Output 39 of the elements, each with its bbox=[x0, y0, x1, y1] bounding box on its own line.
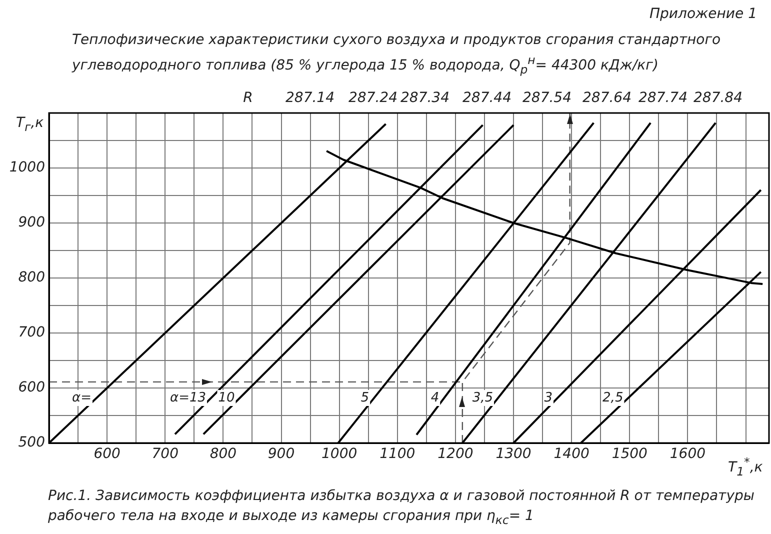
chart-title: Теплофизические характеристики сухого воздуха и продуктов сгорания стандартного углеводородного топлива (85 % углерода 15 % водорода, Q$_{р}$$^{н}$= 44300 кДж/кг) bbox=[72, 31, 722, 78]
text: R bbox=[243, 89, 253, 108]
y-axis-title: T$_{г}$,к bbox=[16, 114, 44, 136]
x-tick-label: 800 bbox=[210, 446, 237, 462]
y-tick-label: 800 bbox=[18, 270, 46, 286]
x-tick-label: 1000 bbox=[322, 446, 358, 462]
x-axis-title: T$_{1}$$^{*}$,к bbox=[728, 454, 763, 480]
text: 287.24 bbox=[348, 89, 398, 108]
series-label: 3,5 bbox=[472, 390, 494, 406]
text: 287.14 bbox=[286, 89, 334, 108]
text: 287.84 bbox=[694, 89, 742, 108]
text: Приложение 1 bbox=[650, 5, 757, 24]
series-label: 2,5 bbox=[602, 390, 624, 406]
series-label: α=13 bbox=[170, 390, 206, 406]
text: 287.74 bbox=[638, 89, 688, 108]
x-tick-label: 1200 bbox=[438, 446, 474, 462]
x-tick-label: 1500 bbox=[612, 446, 648, 462]
y-tick-label: 700 bbox=[18, 324, 46, 341]
text: 287.44 bbox=[462, 89, 512, 108]
y-tick-label: 1000 bbox=[9, 160, 46, 176]
text: 287.54 bbox=[522, 89, 572, 108]
x-tick-label: 1300 bbox=[496, 446, 532, 462]
series-label: 10 bbox=[218, 390, 235, 406]
y-tick-label: 500 bbox=[18, 434, 46, 451]
x-tick-label: 1600 bbox=[670, 446, 706, 462]
y-tick-label: 900 bbox=[18, 214, 46, 231]
y-tick-label: 600 bbox=[18, 380, 46, 396]
series-label: 4 bbox=[430, 390, 440, 406]
x-tick-label: 900 bbox=[268, 446, 295, 462]
text: Рис.1. Зависимость коэффициента избытка воздуха α и газовой постоянной R от температуры рабочего тела на входе и выходе из камеры сгорания при η$_{кс}$= 1 bbox=[48, 487, 756, 529]
x-tick-label: 700 bbox=[152, 446, 179, 462]
text: 287.34 bbox=[400, 89, 450, 108]
x-tick-label: 1400 bbox=[554, 446, 590, 462]
x-tick-label: 1100 bbox=[380, 446, 416, 462]
series-label: α= bbox=[72, 390, 92, 406]
series-label: 5 bbox=[360, 390, 370, 406]
text: 287.64 bbox=[582, 89, 632, 108]
series-label: 3 bbox=[544, 390, 553, 406]
x-tick-label: 600 bbox=[94, 446, 121, 462]
